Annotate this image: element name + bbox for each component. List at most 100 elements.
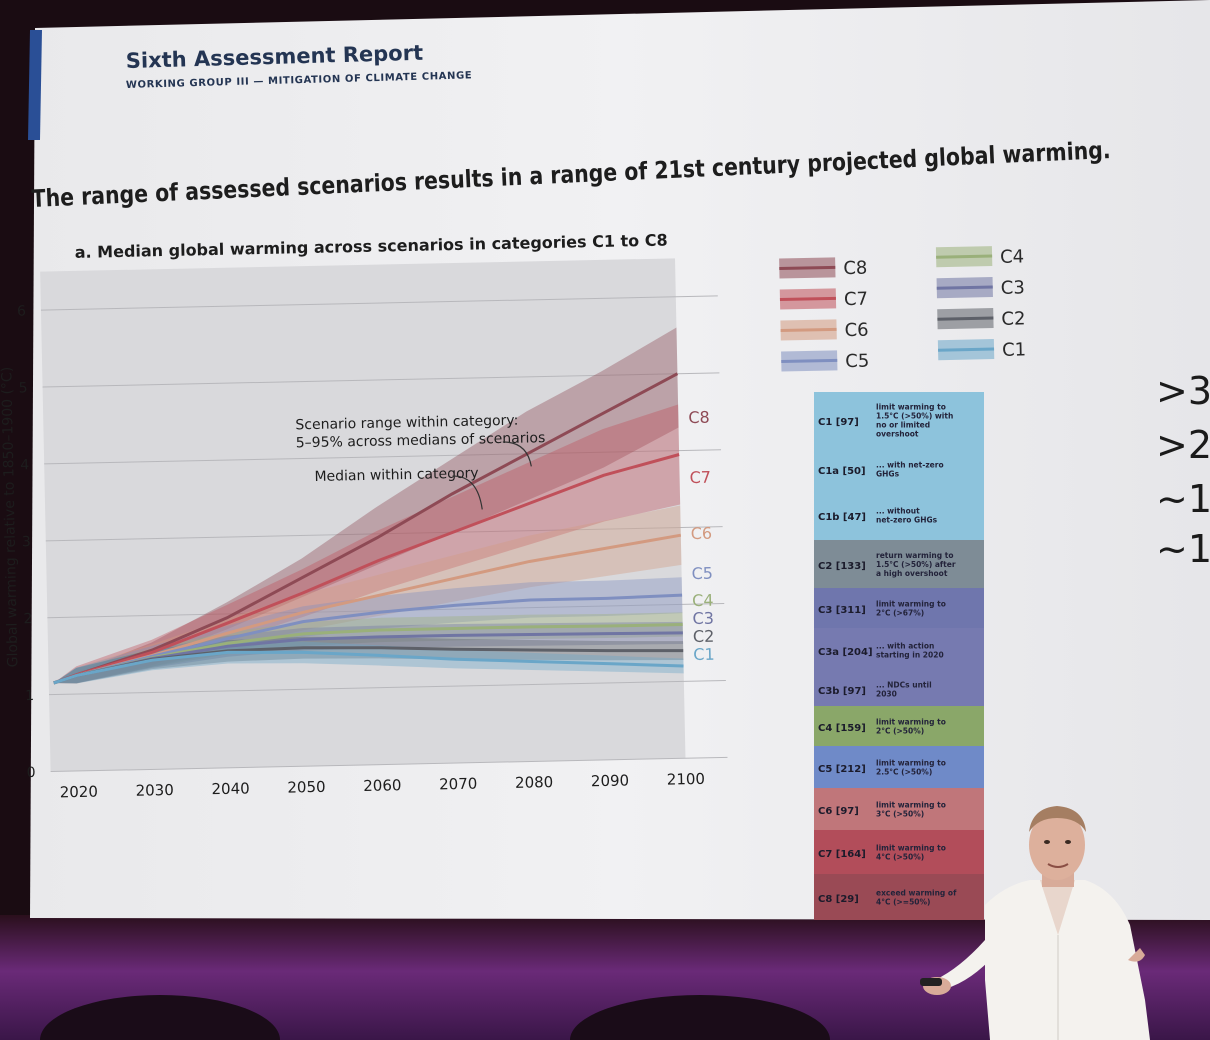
x-tick-label: 2050 [287,778,326,797]
legend-line-c6 [780,327,837,333]
x-tick-label: 2070 [439,775,478,794]
median-c1 [53,650,684,685]
x-tick-label: 2040 [211,779,250,798]
y-tick-label: 0 [27,765,36,781]
area-c5 [53,577,683,684]
table-row-code: C7 [164] [818,849,866,860]
table-row-code: C3 [311] [818,605,866,616]
grid-line [50,756,728,773]
warming-chart: a. Median global warming across scenario… [0,231,728,802]
stage-speaker-right [570,995,830,1040]
x-axis-ticks: 2020 2030 2040 2050 2060 2070 2080 2090 2100 [60,770,706,802]
table-row-desc: limit warming to 2°C (>50%) [876,718,946,736]
table-row-desc: limit warming to 3°C (>50%) [876,801,946,819]
legend-line-c2 [937,316,994,321]
x-tick-label: 2100 [667,770,706,789]
table-row [814,672,984,706]
speaker [920,806,1150,1040]
end-label-c3: C3 [692,609,714,628]
table-row [814,628,984,672]
area-c3 [53,621,684,684]
category-table: C1 [97] limit warming to 1.5°C (>50%) with… [814,392,984,920]
annotation-range: Scenario range within category: 5–95% ac… [295,412,545,451]
y-tick-label: 3 [22,534,31,550]
table-row [814,874,984,920]
median-c7 [53,453,680,685]
table-row [814,490,984,540]
table-row [814,588,984,628]
table-row-code: C5 [212] [818,764,866,775]
x-tick-label: 2080 [515,773,554,792]
annotation-median: Median within category [314,466,478,485]
legend-label-c5: C5 [845,351,869,372]
y-tick-label: 5 [19,380,28,396]
annotation-range-arrow [502,441,532,467]
legend-label-c7: C7 [844,289,868,310]
y-tick-label: 1 [25,688,34,704]
grid-line [48,679,726,696]
table-row-code: C3a [204] [818,647,873,658]
legend-line-c8 [779,265,836,271]
legend-label-c8: C8 [843,258,867,279]
legend-line-c7 [779,296,836,302]
y-tick-label: 6 [17,303,26,319]
side-text-item: ~1 [1156,527,1210,571]
y-tick-label: 4 [20,457,29,473]
table-row [814,746,984,788]
x-tick-label: 2060 [363,776,402,795]
table-row [814,448,984,490]
grid-line [42,372,720,388]
legend: C8 C7 C6 C5 C4 C3 C2 C1 [779,246,1026,372]
table-row [814,788,984,830]
table-row-desc: ... with net-zero GHGs [876,461,944,479]
table-row-desc: ... without net-zero GHGs [876,507,938,525]
y-tick-label: 2 [23,611,32,627]
legend-line-c4 [936,254,993,259]
end-label-c7: C7 [689,468,711,487]
y-axis-ticks: 0 1 2 3 4 5 6 [17,303,36,781]
table-row-desc: ... with action starting in 2020 [876,642,944,660]
table-row-code: C3b [97] [818,686,866,697]
legend-line-c3 [936,285,993,290]
end-label-c6: C6 [691,524,713,543]
legend-label-c2: C2 [1001,308,1025,329]
y-axis-label: Global warming relative to 1850–1900 (°C… [0,367,21,668]
end-label-c1: C1 [693,645,715,664]
table-row-code: C1b [47] [818,512,866,523]
side-text-item: >2 [1156,423,1210,467]
report-accent-bar [28,30,42,140]
median-lines [53,372,684,685]
side-text-item: ~1 [1156,477,1210,521]
grid-line [40,295,718,311]
table-row-desc: limit warming to 4°C (>50%) [876,844,946,862]
x-tick-label: 2020 [60,783,99,802]
table-row [814,706,984,746]
table-row-desc: limit warming to 2°C (>67%) [876,600,946,618]
grid-line [44,449,722,465]
table-row-code: C4 [159] [818,723,866,734]
legend-line-c1 [938,347,995,352]
x-tick-label: 2090 [591,771,630,790]
table-row-code: C8 [29] [818,894,859,905]
end-label-c4: C4 [692,591,714,610]
area-c4 [53,612,683,684]
legend-label-c6: C6 [844,320,868,341]
table-row-desc: ... NDCs until 2030 [876,681,932,699]
table-row [814,540,984,588]
side-text-item: >3 [1156,369,1210,413]
legend-label-c4: C4 [1000,246,1024,267]
legend-label-c3: C3 [1001,277,1025,298]
annotation-median-arrow [452,475,483,510]
table-row-desc: return warming to 1.5°C (>50%) after a hig… [876,551,956,578]
table-row-desc: limit warming to 1.5°C (>50%) with no or l… [876,403,953,439]
table-row-desc: exceed warming of 4°C (>=50%) [876,889,957,907]
table-row-desc: limit warming to 2.5°C (>50%) [876,759,946,777]
area-c8 [53,327,679,683]
table-row-code: C2 [133] [818,561,866,572]
legend-label-c1: C1 [1002,339,1026,360]
table-row-code: C6 [97] [818,806,859,817]
legend-line-c5 [781,358,838,363]
table-row-code: C1a [50] [818,466,866,477]
